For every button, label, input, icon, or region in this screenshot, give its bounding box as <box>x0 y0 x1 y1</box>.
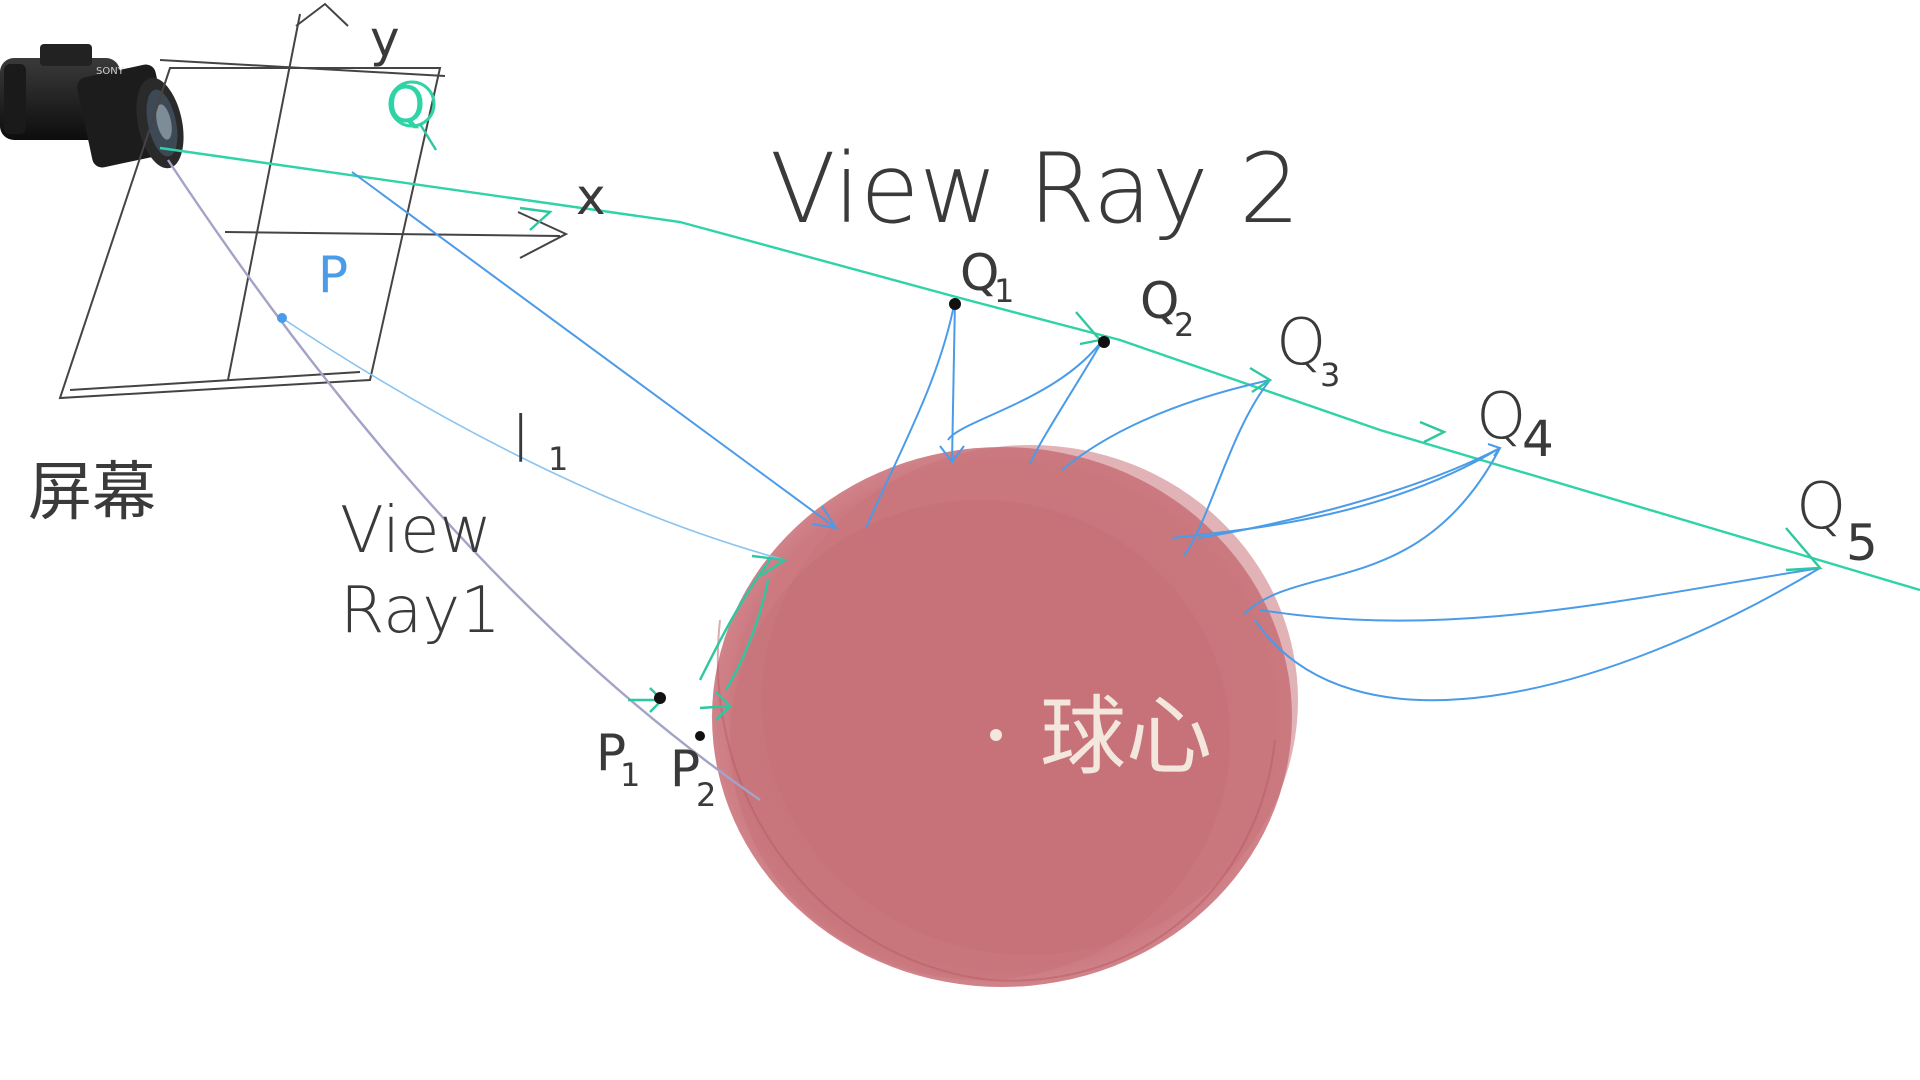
view-ray-1-label-line2: Ray1 <box>340 574 501 648</box>
q3-label: Q 3 <box>1276 306 1340 394</box>
svg-text:Q: Q <box>1476 380 1526 454</box>
l1-line <box>281 317 786 561</box>
svg-text:3: 3 <box>1320 356 1340 394</box>
axis-y-label: y <box>370 10 400 68</box>
svg-text:2: 2 <box>1174 306 1194 344</box>
view-ray-1-line <box>166 159 761 801</box>
l1-arrowhead <box>751 554 789 578</box>
q1-point <box>949 298 961 310</box>
svg-text:l: l <box>512 404 530 478</box>
q5-label: Q 5 <box>1796 470 1878 572</box>
screen-point-q-label: Q <box>386 76 425 134</box>
q2-label: Q 2 <box>1140 272 1194 344</box>
q2-point <box>1098 336 1110 348</box>
q1-label: Q 1 <box>960 244 1014 310</box>
svg-text:SONY: SONY <box>96 66 125 77</box>
svg-text:Q: Q <box>1140 272 1179 330</box>
svg-text:P: P <box>670 740 700 798</box>
screen-point-p-label: P <box>318 246 348 304</box>
svg-text:4: 4 <box>1522 410 1554 468</box>
view-ray-1-label-line1: View <box>340 494 492 568</box>
svg-text:Q: Q <box>1276 306 1326 380</box>
p2-label: P 2 <box>670 740 716 814</box>
screen-q-circle <box>388 80 436 128</box>
axis-x-label: x <box>576 168 606 226</box>
screen-q-tail <box>418 123 438 151</box>
p2-point <box>695 731 705 741</box>
q4-label: Q 4 <box>1476 380 1554 468</box>
sphere <box>712 445 1298 987</box>
svg-text:1: 1 <box>994 272 1014 310</box>
svg-text:P: P <box>596 724 626 782</box>
svg-text:1: 1 <box>620 756 640 794</box>
svg-text:2: 2 <box>696 776 716 814</box>
svg-text:5: 5 <box>1846 514 1878 572</box>
view-ray-2-label: View Ray 2 <box>770 133 1300 245</box>
svg-text:Q: Q <box>1796 470 1846 544</box>
distance-arrows <box>351 171 1821 702</box>
p1-point <box>654 692 666 704</box>
screen-label: 屏幕 <box>28 456 156 530</box>
p1-label: P 1 <box>596 724 640 794</box>
camera-icon: SONY <box>0 44 184 169</box>
view-ray-2-line <box>159 146 1920 592</box>
l1-label: l 1 <box>512 404 568 478</box>
screen-point-blue <box>277 313 287 323</box>
svg-text:1: 1 <box>548 440 568 478</box>
screen-frame <box>58 2 569 400</box>
sphere-center-label: 球心 <box>1040 687 1212 787</box>
sphere-center-dot <box>990 729 1002 741</box>
svg-text:Q: Q <box>960 244 999 302</box>
